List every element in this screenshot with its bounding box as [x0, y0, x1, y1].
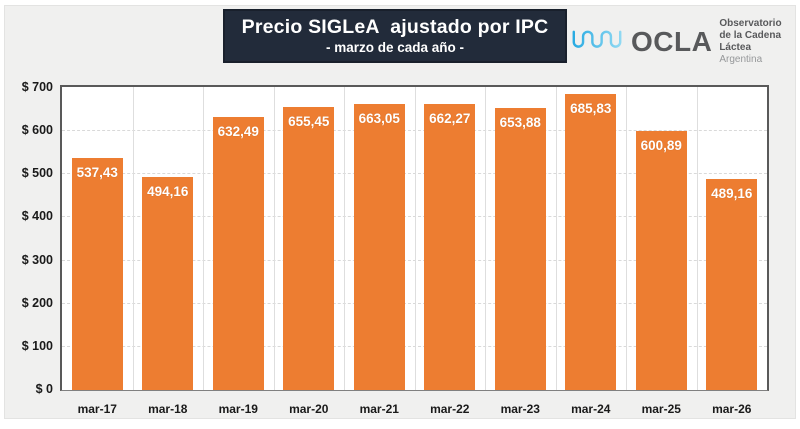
bar-mar-20: 655,45	[283, 107, 335, 390]
bar-value-label-mar-26: 489,16	[711, 185, 753, 201]
plot-area: 537,43 494,16 632,49 655,45 663,05 662,27 653,…	[60, 85, 769, 391]
chart-subtitle: - marzo de cada año -	[325, 40, 465, 55]
gridline-v-6	[485, 87, 486, 390]
ocla-brand-text: OCLA	[631, 26, 713, 57]
bar-value-label-mar-18: 494,16	[147, 183, 189, 199]
bar-mar-22: 662,27	[424, 104, 476, 390]
bar-mar-17: 537,43	[71, 158, 123, 390]
bar-mar-23: 653,88	[494, 107, 546, 390]
bar-value-label-mar-19: 632,49	[217, 124, 259, 140]
gridline-v-5	[414, 87, 416, 390]
bar-value-label-mar-22: 662,27	[429, 111, 471, 127]
gridline-v-7	[555, 87, 557, 390]
bar-value-label-mar-21: 663,05	[358, 110, 400, 126]
x-tick-mar-26: mar-26	[712, 402, 752, 416]
x-axis: mar-17 mar-18 mar-19 mar-20 mar-21 mar-22 mar-…	[60, 396, 769, 420]
x-tick-mar-18: mar-18	[148, 402, 188, 416]
gridline-v-9	[696, 87, 698, 390]
wave-icon	[571, 27, 631, 57]
ocla-tagline-line2: de la Cadena Láctea	[719, 30, 782, 53]
ocla-tagline-line1: Observatorio	[719, 18, 782, 29]
ocla-logo: OCLA Observatorio de la Cadena Láctea Ar…	[571, 18, 795, 66]
bar-mar-18: 494,16	[142, 176, 194, 390]
bar-mar-26: 489,16	[706, 178, 758, 390]
y-tick-400: $ 400	[21, 209, 53, 224]
gridline-v-1	[132, 87, 134, 390]
gridline-v-4	[344, 87, 345, 390]
bar-value-label-mar-17: 537,43	[76, 165, 118, 181]
x-tick-mar-19: mar-19	[218, 402, 258, 416]
gridline-v-2	[203, 87, 204, 390]
chart-title: Precio SIGLeA ajustado por IPC	[241, 16, 549, 38]
x-tick-mar-21: mar-21	[359, 402, 399, 416]
x-tick-mar-23: mar-23	[500, 402, 540, 416]
bar-value-label-mar-20: 655,45	[288, 114, 330, 130]
y-tick-600: $ 600	[21, 123, 53, 138]
gridline-v-3	[273, 87, 275, 390]
x-tick-mar-25: mar-25	[641, 402, 681, 416]
ocla-tagline-line3: Argentina	[719, 54, 763, 65]
y-tick-500: $ 500	[21, 166, 53, 181]
bar-mar-24: 685,83	[565, 94, 617, 390]
y-axis: $ 0 $ 100 $ 200 $ 300 $ 400 $ 500 $ 600 $ 700	[5, 80, 53, 396]
x-tick-mar-22: mar-22	[430, 402, 470, 416]
y-tick-300: $ 300	[21, 252, 53, 267]
bar-value-label-mar-24: 685,83	[570, 101, 612, 117]
y-tick-700: $ 700	[21, 80, 53, 94]
bar-value-label-mar-25: 600,89	[640, 137, 682, 153]
bar-value-label-mar-23: 653,88	[499, 114, 541, 130]
gridline-v-8	[626, 87, 627, 390]
y-tick-200: $ 200	[21, 295, 53, 310]
x-tick-mar-17: mar-17	[77, 402, 117, 416]
y-tick-100: $ 100	[21, 338, 53, 353]
bar-mar-21: 663,05	[353, 103, 405, 390]
bar-mar-19: 632,49	[212, 117, 264, 390]
x-tick-mar-24: mar-24	[571, 402, 611, 416]
x-tick-mar-20: mar-20	[289, 402, 329, 416]
chart-title-box: Precio SIGLeA ajustado por IPC - marzo d…	[223, 9, 567, 63]
y-tick-0: $ 0	[35, 382, 53, 396]
bar-mar-25: 600,89	[635, 130, 687, 390]
chart-canvas: Precio SIGLeA ajustado por IPC - marzo d…	[4, 5, 796, 419]
ocla-tagline: Observatorio de la Cadena Láctea Argenti…	[719, 18, 795, 66]
